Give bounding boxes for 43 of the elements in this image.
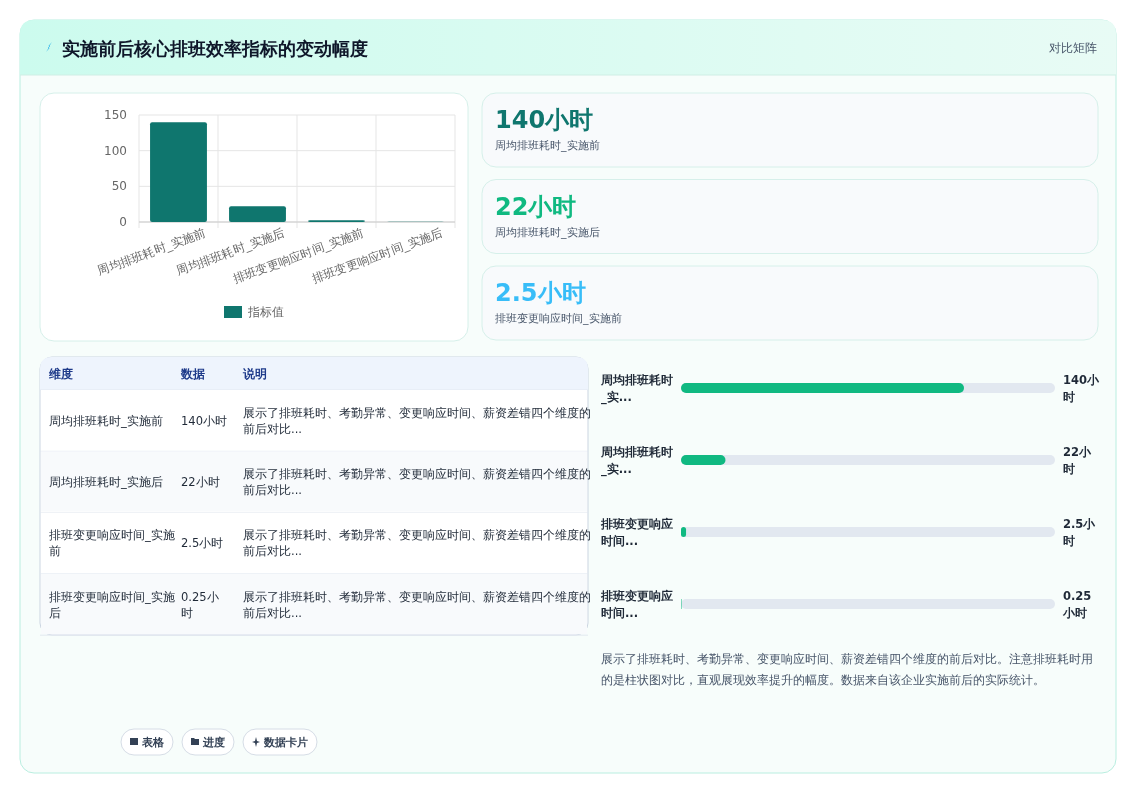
text: 进度 [202, 736, 225, 749]
y-tick-label: 周均排班耗时_实... [600, 445, 673, 477]
text: 排班变更响应时间_实施前 [49, 528, 175, 559]
y-tick-label: 150 [104, 108, 127, 122]
text: 140小时 [181, 413, 227, 428]
data-label: 0.25小时 [1062, 589, 1092, 620]
y-tick-label: 50 [111, 179, 127, 194]
text: 排班变更响应时间_实施后 [49, 589, 175, 620]
text: 表格 [141, 736, 165, 749]
y-tick-label: 100 [104, 143, 127, 158]
text: 周均排班耗时_实施前 [49, 413, 163, 428]
data-label: 140小时 [1063, 373, 1101, 404]
text: 实施前后核心排班效率指标的变动幅度 [62, 38, 368, 59]
text: 排班变更响应时间_实施前 [495, 312, 622, 325]
text: 周均排班耗时_实施前 [495, 139, 600, 152]
y-tick-label: 排班变更响应时间... [600, 589, 673, 620]
text: 2.5小时 [495, 279, 586, 307]
text: 说明 [242, 366, 267, 381]
text: 22小时 [495, 192, 577, 221]
text: 展示了排班耗时、考勤异常、变更响应时间、薪资差错四个维度的前后对比... [243, 589, 591, 620]
text: 0.25小时 [181, 589, 219, 620]
text: 对比矩阵 [1049, 41, 1097, 55]
legend-label: 指标值 [247, 305, 284, 319]
bar [681, 455, 726, 465]
text: 数据卡片 [263, 736, 308, 749]
text: 维度 [48, 366, 73, 381]
text: 展示了排班耗时、考勤异常、变更响应时间、薪资差错四个维度的前后对比... [243, 466, 591, 497]
y-tick-label: 周均排班耗时_实... [600, 373, 673, 405]
text: 22小时 [181, 474, 220, 489]
data-label: 2.5小时 [1063, 517, 1097, 548]
data-label: 22小时 [1063, 445, 1092, 476]
bar [681, 527, 687, 537]
text: 2.5小时 [181, 536, 224, 551]
text: 展示了排班耗时、考勤异常、变更响应时间、薪资差错四个维度的前后对比... [243, 528, 591, 559]
y-tick-label: 0 [119, 215, 127, 229]
text: 140小时 [495, 106, 594, 134]
text: 展示了排班耗时、考勤异常、变更响应时间、薪资差错四个维度的前后对比... [243, 405, 591, 436]
y-tick-label: 排班变更响应时间... [600, 517, 673, 548]
text: 展示了排班耗时、考勤异常、变更响应时间、薪资差错四个维度的前后对比。注意排班耗时用的是柱状图对比，直观展现效率提升的幅度。数据来自该企业实施前后的实际统计。 [601, 652, 1093, 687]
text: 数据 [180, 366, 205, 381]
bar [150, 122, 207, 222]
bar [229, 206, 286, 222]
text: 周均排班耗时_实施后 [49, 474, 163, 489]
